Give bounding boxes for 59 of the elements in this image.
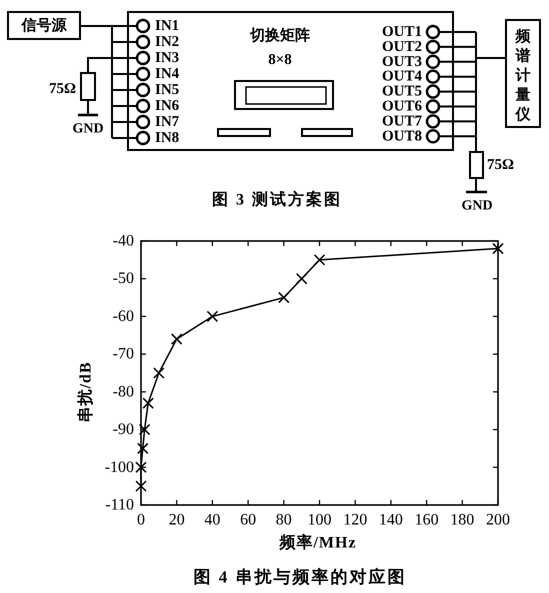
text: IN2: [155, 34, 180, 50]
text: IN6: [155, 98, 180, 114]
text: OUT8: [382, 128, 422, 144]
x-tick-label: 80: [276, 512, 292, 528]
y-tick-label: -90: [112, 421, 134, 438]
text: 75Ω: [487, 157, 514, 173]
point: [296, 272, 308, 284]
text: 图 3 测试方案图: [212, 190, 342, 208]
x-tick-label: 160: [414, 512, 439, 528]
y-tick-label: -80: [112, 383, 134, 400]
x-tick-label: 40: [204, 512, 220, 528]
y-tick-label: -110: [105, 496, 134, 514]
point: [170, 333, 182, 345]
point: [135, 462, 147, 474]
text: 图 4 串扰与频率的对应图: [194, 568, 406, 586]
text: 8×8: [268, 52, 292, 68]
text: OUT5: [382, 84, 422, 100]
text: IN3: [155, 50, 180, 66]
text: 频谱计量仪: [514, 28, 532, 123]
x-axis-title: 频率/MHz: [278, 532, 357, 552]
text: IN7: [155, 114, 180, 130]
x-tick-label: 180: [450, 512, 474, 528]
point: [137, 442, 149, 454]
y-tick-label: -70: [112, 346, 134, 363]
x-tick-label: 0: [137, 512, 145, 528]
x-tick-label: 200: [486, 512, 510, 528]
text: IN1: [155, 18, 180, 34]
point: [138, 424, 150, 436]
text: 信号源: [20, 17, 68, 34]
point: [206, 310, 218, 322]
text: OUT3: [382, 54, 422, 70]
y-tick-label: -50: [112, 270, 134, 288]
x-tick-label: 120: [343, 512, 368, 528]
text: GND: [72, 122, 104, 136]
y-tick-label: -60: [112, 308, 134, 325]
text: IN8: [155, 130, 180, 146]
text: OUT4: [382, 68, 422, 85]
text: OUT1: [382, 24, 422, 40]
text: 75Ω: [48, 81, 76, 97]
point: [278, 292, 290, 304]
text: 切换矩阵: [249, 27, 310, 44]
text: IN5: [155, 82, 180, 98]
text: OUT2: [382, 38, 422, 55]
point: [314, 254, 326, 266]
x-tick-label: 20: [168, 512, 185, 528]
text: OUT7: [382, 113, 422, 130]
point: [492, 242, 504, 254]
y-tick-label: -100: [104, 458, 134, 476]
x-tick-label: 100: [308, 512, 332, 528]
y-axis-title: 串扰/dB: [76, 361, 94, 423]
x-tick-label: 140: [378, 512, 403, 528]
point: [135, 480, 147, 492]
text: GND: [461, 198, 493, 214]
point: [153, 367, 165, 379]
point: [142, 397, 154, 409]
y-tick-label: -40: [112, 232, 134, 250]
text: IN4: [155, 66, 180, 82]
text: OUT6: [382, 98, 422, 114]
x-tick-label: 60: [240, 512, 256, 528]
